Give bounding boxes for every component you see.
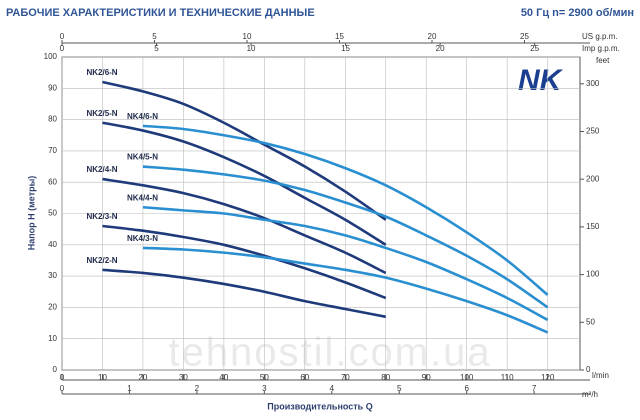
curve-label: NK2/4-N [86, 165, 117, 174]
secondary-x-tick-label: 10 [247, 44, 256, 53]
x-tick-label: 0 [60, 373, 65, 382]
secondary-x-unit: US g.p.m. [582, 32, 618, 41]
chart-subtitle: 50 Гц n= 2900 об/мин [521, 7, 634, 19]
curve [142, 124, 549, 296]
y-tick-label: 10 [48, 334, 57, 343]
curve [102, 268, 386, 319]
y-tick-label: 70 [48, 146, 57, 155]
y2-tick-label: 0 [586, 365, 591, 374]
y2-tick-label: 200 [586, 174, 600, 183]
x-tick-label: 20 [138, 373, 147, 382]
secondary-x-tick-label: 15 [341, 44, 350, 53]
secondary-x-tick-label: 25 [520, 32, 529, 41]
curve [142, 205, 549, 322]
secondary-x-tick-label: 1 [127, 384, 132, 393]
x-tick-label: 110 [501, 373, 514, 382]
curve-label: NK4/6-N [127, 112, 158, 121]
y-tick-label: 80 [48, 115, 57, 124]
watermark: tehnostil.com.ua [168, 331, 491, 375]
x-tick-label: 30 [179, 373, 188, 382]
x-tick-label: 70 [341, 373, 350, 382]
x-tick-label: 80 [381, 373, 390, 382]
secondary-x-tick-label: 5 [154, 44, 159, 53]
y-tick-label: 50 [48, 209, 57, 218]
secondary-x-unit: Imp g.p.m. [582, 44, 620, 53]
curve-label: NK4/5-N [127, 153, 158, 162]
curve [102, 224, 387, 300]
secondary-x-tick-label: 2 [195, 384, 200, 393]
y2-tick-label: 100 [586, 270, 600, 279]
curve [142, 246, 549, 334]
x-tick-label: 10 [98, 373, 107, 382]
y-tick-label: 60 [48, 177, 57, 186]
curve-label: NK2/5-N [86, 109, 117, 118]
y2-tick-label: 50 [586, 317, 595, 326]
x-axis-label: Производительность Q [267, 401, 372, 411]
chart-title: РАБОЧИЕ ХАРАКТЕРИСТИКИ И ТЕХНИЧЕСКИЕ ДАН… [6, 7, 315, 19]
curve-label: NK4/4-N [127, 193, 158, 202]
secondary-x-tick-label: 0 [60, 44, 65, 53]
x-tick-label: 50 [260, 373, 269, 382]
secondary-x-tick-label: 0 [60, 32, 65, 41]
y-tick-label: 30 [48, 271, 57, 280]
secondary-x-unit: m³/h [582, 390, 598, 399]
curve-label: NK2/6-N [86, 68, 117, 77]
y2-unit: feet [596, 56, 610, 65]
curve [102, 80, 387, 221]
logo: NK [518, 64, 564, 97]
x-unit: l/min [592, 371, 609, 380]
secondary-x-tick-label: 6 [464, 384, 469, 393]
curve-label: NK2/3-N [86, 212, 117, 221]
x-tick-label: 100 [460, 373, 474, 382]
secondary-x-tick-label: 4 [330, 384, 335, 393]
y-tick-label: 100 [44, 52, 58, 61]
curve-label: NK4/3-N [127, 234, 158, 243]
y-axis-label: Напор Н (метры) [26, 176, 36, 251]
y-tick-label: 40 [48, 240, 57, 249]
x-tick-label: 40 [219, 373, 228, 382]
x-tick-label: 90 [422, 373, 431, 382]
secondary-x-tick-label: 15 [335, 32, 344, 41]
secondary-x-tick-label: 7 [532, 384, 537, 393]
curve-label: NK2/2-N [86, 256, 117, 265]
secondary-x-tick-label: 10 [243, 32, 252, 41]
y2-tick-label: 250 [586, 127, 600, 136]
secondary-x-tick-label: 20 [428, 32, 437, 41]
x-tick-label: 120 [541, 373, 555, 382]
y-tick-label: 20 [48, 303, 57, 312]
y2-tick-label: 300 [586, 79, 600, 88]
secondary-x-tick-label: 5 [152, 32, 157, 41]
secondary-x-tick-label: 5 [397, 384, 402, 393]
x-tick-label: 60 [300, 373, 309, 382]
secondary-x-tick-label: 0 [60, 384, 65, 393]
curve [102, 177, 387, 275]
curve [102, 121, 387, 246]
curve [142, 165, 549, 309]
secondary-x-tick-label: 3 [262, 384, 267, 393]
y-tick-label: 0 [53, 365, 58, 374]
y2-tick-label: 150 [586, 222, 600, 231]
secondary-x-tick-label: 25 [530, 44, 539, 53]
secondary-x-tick-label: 20 [436, 44, 445, 53]
y-tick-label: 90 [48, 83, 57, 92]
